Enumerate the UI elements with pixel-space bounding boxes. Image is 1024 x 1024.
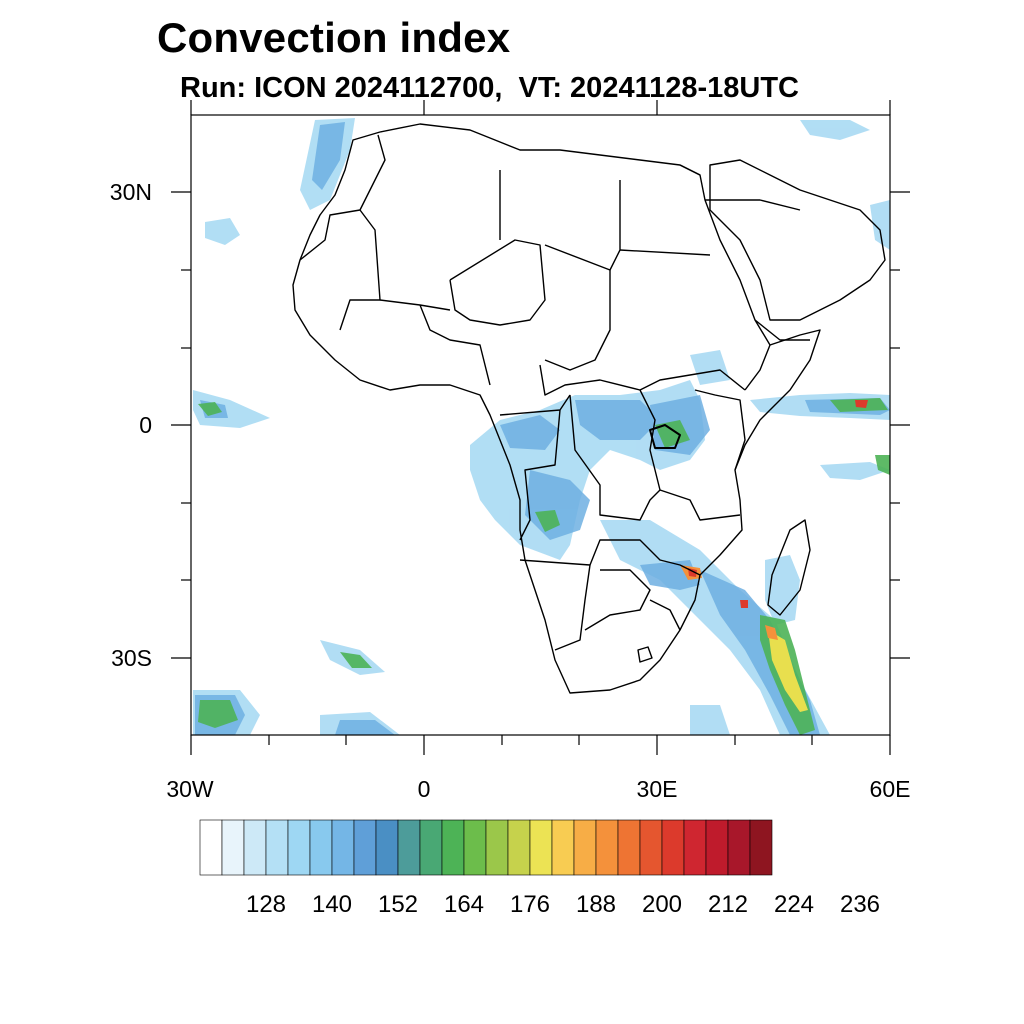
colorbar-tick-label: 128 bbox=[246, 891, 286, 918]
colorbar-swatch bbox=[595, 819, 619, 876]
colorbar-tick-label: 176 bbox=[510, 891, 550, 918]
madagascar-coastline bbox=[767, 519, 811, 616]
colorbar-swatch bbox=[749, 819, 773, 876]
colorbar-swatch bbox=[551, 819, 575, 876]
colorbar-swatch bbox=[243, 819, 267, 876]
colorbar-swatch bbox=[287, 819, 311, 876]
colorbar-tick-label: 236 bbox=[840, 891, 880, 918]
colorbar-tick-label: 224 bbox=[774, 891, 814, 918]
axis-ticks bbox=[171, 100, 910, 755]
colorbar-swatch bbox=[507, 819, 531, 876]
colorbar-tick-label: 140 bbox=[312, 891, 352, 918]
x-tick-30w: 30W bbox=[166, 776, 214, 802]
colorbar bbox=[199, 819, 773, 876]
x-tick-30e: 30E bbox=[637, 776, 678, 802]
colorbar-tick-label: 152 bbox=[378, 891, 418, 918]
colorbar-tick-label: 164 bbox=[444, 891, 484, 918]
colorbar-swatch bbox=[419, 819, 443, 876]
colorbar-tick-label: 212 bbox=[708, 891, 748, 918]
y-tick-30n: 30N bbox=[110, 179, 152, 205]
colorbar-swatch bbox=[309, 819, 333, 876]
colorbar-tick-label: 188 bbox=[576, 891, 616, 918]
colorbar-swatch bbox=[331, 819, 355, 876]
colorbar-swatch bbox=[265, 819, 289, 876]
colorbar-swatch bbox=[639, 819, 663, 876]
colorbar-swatch bbox=[661, 819, 685, 876]
colorbar-swatch bbox=[397, 819, 421, 876]
chart-subtitle: Run: ICON 2024112700, VT: 20241128-18UTC bbox=[180, 72, 799, 104]
x-tick-60e: 60E bbox=[870, 776, 911, 802]
colorbar-swatch bbox=[485, 819, 509, 876]
colorbar-swatch bbox=[617, 819, 641, 876]
colorbar-swatch bbox=[353, 819, 377, 876]
chart-title: Convection index bbox=[157, 14, 511, 61]
colorbar-tick-label: 200 bbox=[642, 891, 682, 918]
colorbar-swatch bbox=[463, 819, 487, 876]
y-tick-0: 0 bbox=[139, 412, 152, 438]
arabia-coastline bbox=[709, 159, 886, 321]
coastlines-borders bbox=[292, 123, 886, 694]
colorbar-labels: 128 140 152 164 176 188 200 212 224 236 bbox=[246, 891, 880, 918]
x-tick-0: 0 bbox=[418, 776, 431, 802]
convection-field bbox=[193, 118, 890, 735]
colorbar-swatch bbox=[375, 819, 399, 876]
colorbar-swatch bbox=[573, 819, 597, 876]
y-tick-30s: 30S bbox=[111, 645, 152, 671]
colorbar-swatch bbox=[441, 819, 465, 876]
colorbar-swatch bbox=[199, 819, 223, 876]
colorbar-swatch bbox=[683, 819, 707, 876]
colorbar-swatch bbox=[727, 819, 751, 876]
colorbar-swatch bbox=[221, 819, 245, 876]
colorbar-swatch bbox=[529, 819, 553, 876]
colorbar-swatch bbox=[705, 819, 729, 876]
